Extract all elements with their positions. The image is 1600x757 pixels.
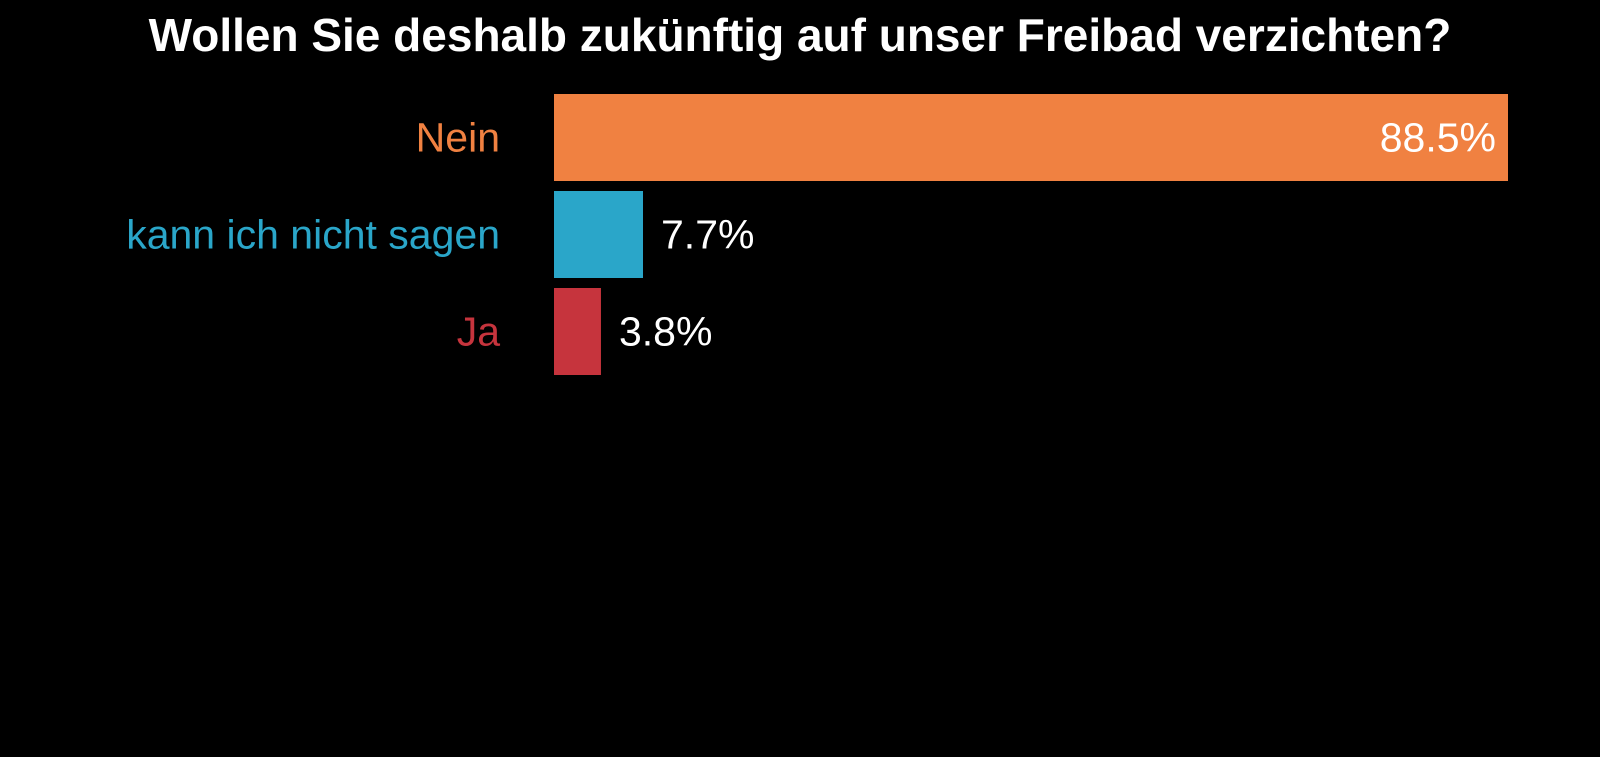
bar-0 — [554, 94, 1508, 181]
value-label: 7.7% — [661, 212, 754, 258]
category-label: kann ich nicht sagen — [126, 212, 500, 258]
bar-1 — [554, 191, 644, 278]
category-label: Nein — [416, 115, 500, 161]
chart-title: Wollen Sie deshalb zukünftig auf unser F… — [148, 9, 1452, 61]
category-label: Ja — [457, 309, 501, 355]
value-label: 3.8% — [619, 309, 712, 355]
value-label: 88.5% — [1380, 115, 1496, 161]
bar-2 — [554, 288, 601, 375]
